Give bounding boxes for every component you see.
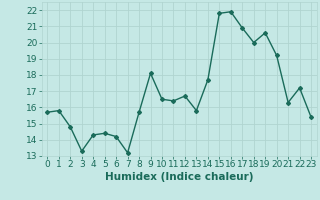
X-axis label: Humidex (Indice chaleur): Humidex (Indice chaleur): [105, 172, 253, 182]
